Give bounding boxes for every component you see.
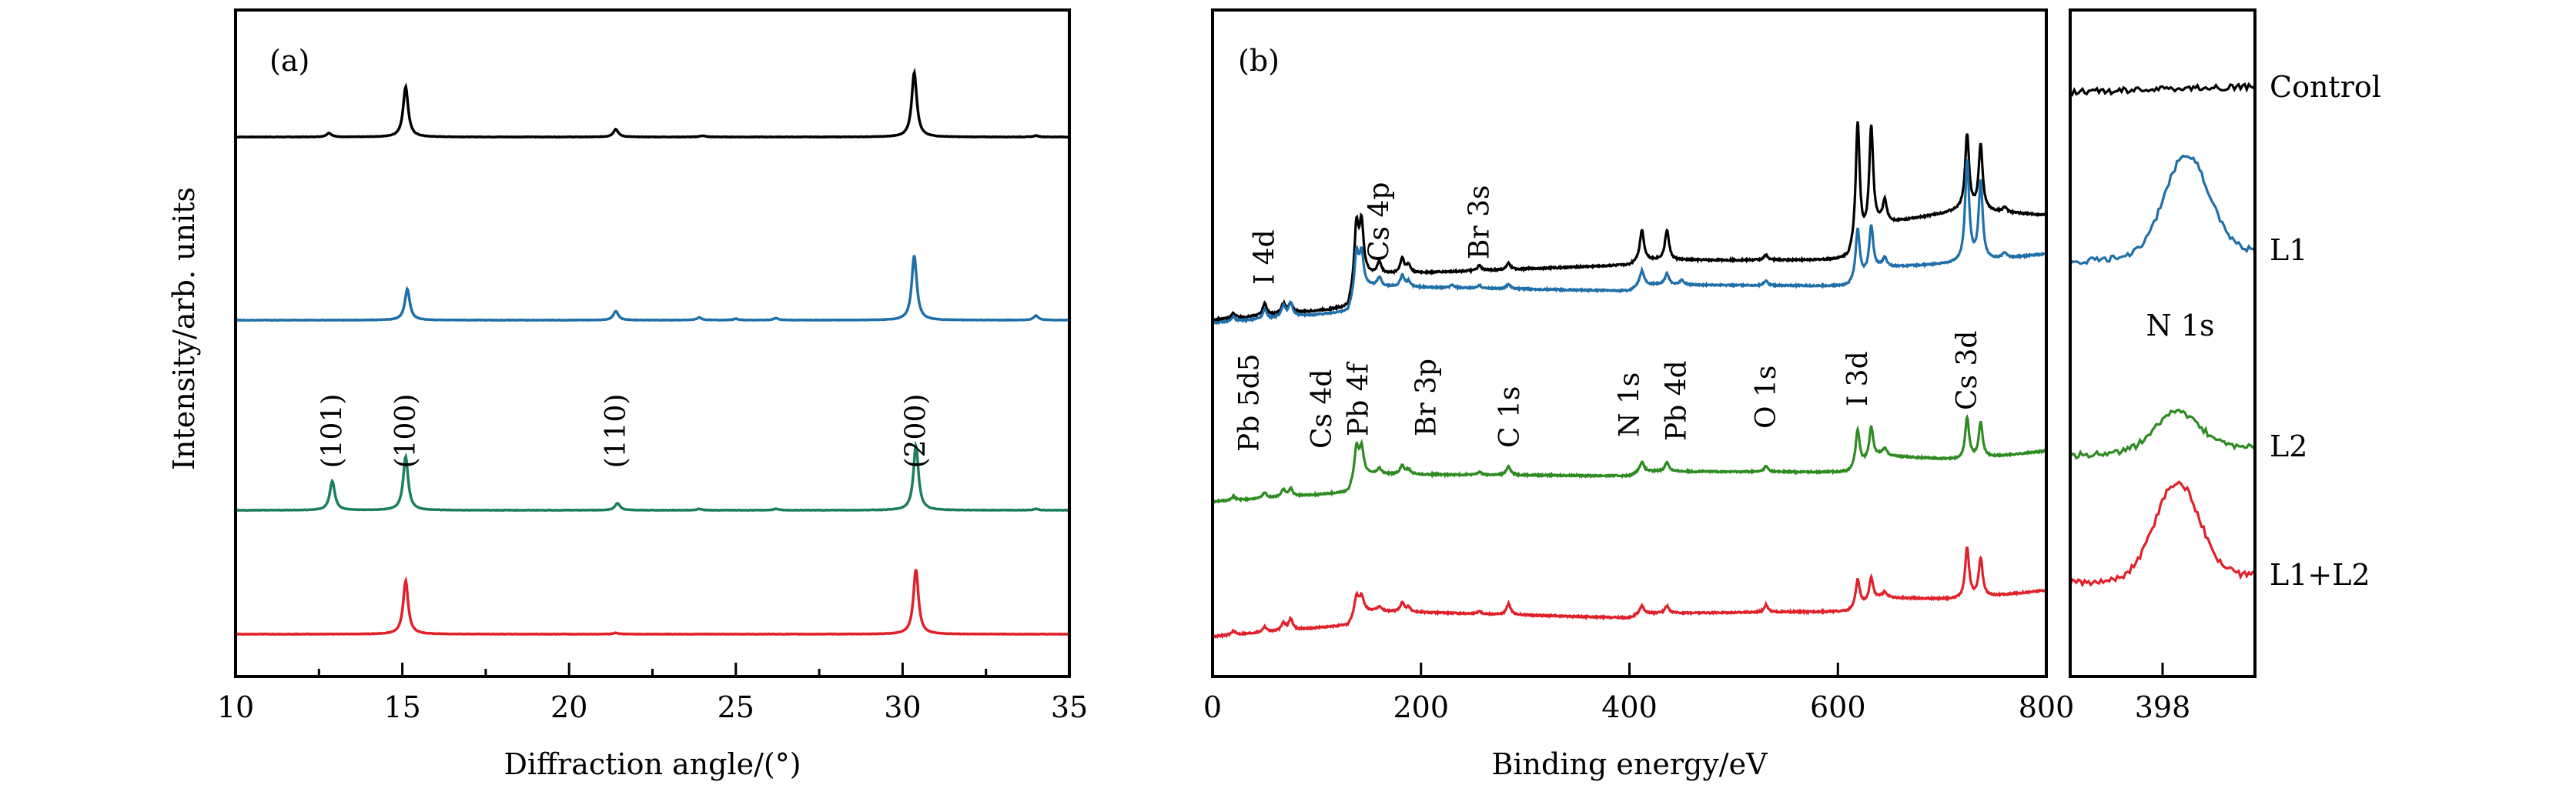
element-annotation: Pb 4f [1343, 361, 1375, 436]
panel-a-xrd: 10 15 20 25 30 35 Diffraction angle/(°) Intensi… [167, 8, 1088, 781]
x-tick-label: 800 [2019, 690, 2075, 724]
element-annotation: Br 3s [1464, 185, 1496, 260]
legend-label-l2: L2 [2270, 429, 2307, 463]
element-annotation: Pb 4d [1661, 360, 1692, 441]
panel-c-frame [2069, 8, 2257, 678]
legend-label-l1-l2: L1+L2 [2270, 558, 2370, 592]
xps-series-l1 [1212, 159, 2047, 326]
panel-label-b: (b) [1238, 44, 1280, 78]
x-tick-label: 15 [383, 690, 420, 724]
legend-label-l1: L1 [2270, 233, 2307, 267]
panel-label-a: (a) [269, 44, 309, 78]
x-tick-label: 30 [884, 690, 921, 724]
panel-a-frame [234, 8, 1071, 678]
xrd-series-l2 [235, 440, 1070, 513]
element-annotation: O 1s [1751, 366, 1782, 429]
element-annotation: I 4d [1250, 229, 1281, 285]
element-annotation: Br 3p [1411, 359, 1443, 436]
x-tick-label: 0 [1203, 690, 1222, 724]
xrd-series-l1 [235, 255, 1070, 322]
n1s-series-l1-l2 [2069, 480, 2256, 588]
n1s-series-l2 [2069, 408, 2257, 460]
xps-series-l1-l2 [1211, 546, 2047, 640]
element-annotation: Cs 4p [1364, 182, 1396, 262]
element-annotation: N 1s [1614, 372, 1646, 437]
x-tick-label: 400 [1601, 690, 1658, 724]
y-axis-title: Intensity/arb. units [167, 187, 201, 470]
xps-series-control [1211, 121, 2048, 324]
x-tick-label: 600 [1810, 690, 1866, 724]
x-axis-title: Diffraction angle/(°) [503, 747, 801, 781]
peak-annotation: (200) [901, 394, 932, 469]
xrd-series-control [235, 67, 1069, 139]
legend: Control L1 L2 L1+L2 [2270, 70, 2381, 592]
xrd-series-l1-l2 [235, 569, 1070, 636]
element-annotation: Cs 4d [1306, 369, 1338, 449]
n1s-series-l1 [2069, 154, 2257, 266]
panel-b-frame [1211, 8, 2048, 678]
peak-annotation: (110) [601, 394, 632, 469]
x-axis-title: Binding energy/eV [1491, 747, 1768, 781]
panel-c-n1s: 398 N 1s [2069, 8, 2257, 724]
panel-label-n1s: N 1s [2146, 309, 2214, 342]
peak-annotation: (101) [317, 394, 349, 469]
element-annotation: Pb 5d5 [1233, 353, 1265, 452]
element-annotation: C 1s [1494, 386, 1526, 448]
panel-b-xps-survey: 0 200 400 600 800 Binding energy/eV (b) I 4d Cs … [1203, 8, 2075, 781]
x-tick-label: 200 [1393, 690, 1449, 724]
x-tick-label: 10 [217, 690, 254, 724]
x-tick-label: 25 [718, 690, 754, 724]
n1s-series-control [2069, 82, 2257, 97]
x-tick-label: 35 [1051, 690, 1088, 724]
peak-annotation: (100) [390, 394, 422, 469]
legend-label-control: Control [2270, 70, 2381, 104]
x-tick-label: 398 [2135, 690, 2191, 724]
element-annotation: Cs 3d [1952, 331, 1983, 410]
xps-series-l2 [1211, 413, 2047, 504]
element-annotation: I 3d [1842, 351, 1874, 406]
x-tick-label: 20 [550, 690, 587, 724]
